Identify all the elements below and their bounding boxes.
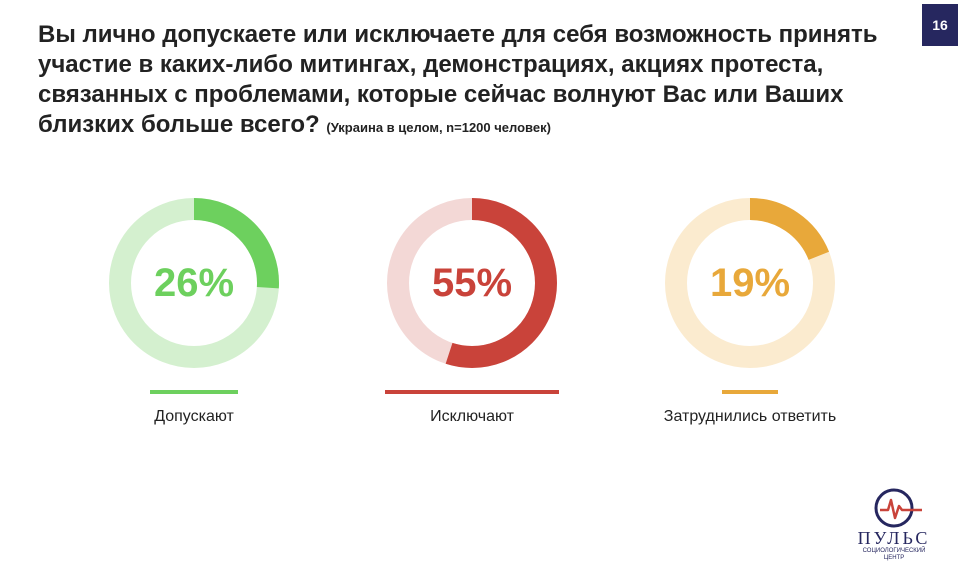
donut-unsure: 19% (663, 196, 837, 370)
donut-exclude: 55% (385, 196, 559, 370)
logo-subtitle-line2: ЦЕНТР (842, 555, 946, 562)
pulse-logo-icon (842, 486, 946, 530)
legend-line-allow (150, 390, 238, 394)
chart-title: Вы лично допускаете или исключаете для с… (38, 20, 918, 143)
legend-label-exclude: Исключают (342, 408, 602, 426)
logo-subtitle-line1: СОЦИОЛОГИЧЕСКИЙ (842, 548, 946, 555)
legend-line-exclude (385, 390, 559, 394)
donut-allow: 26% (107, 196, 281, 370)
donut-value-unsure: 19% (663, 196, 837, 370)
legend-label-unsure: Затруднились ответить (620, 408, 880, 426)
donut-value-allow: 26% (107, 196, 281, 370)
donut-value-exclude: 55% (385, 196, 559, 370)
logo-subtitle: СОЦИОЛОГИЧЕСКИЙ ЦЕНТР (842, 548, 946, 562)
pulse-logo: ПУЛЬС СОЦИОЛОГИЧЕСКИЙ ЦЕНТР (842, 486, 946, 560)
legend-line-unsure (722, 390, 778, 394)
page-number-badge: 16 (922, 4, 958, 46)
chart-subtitle: (Украина в целом, n=1200 человек) (326, 120, 551, 135)
legend-label-allow: Допускают (64, 408, 324, 426)
logo-name: ПУЛЬС (842, 528, 946, 549)
